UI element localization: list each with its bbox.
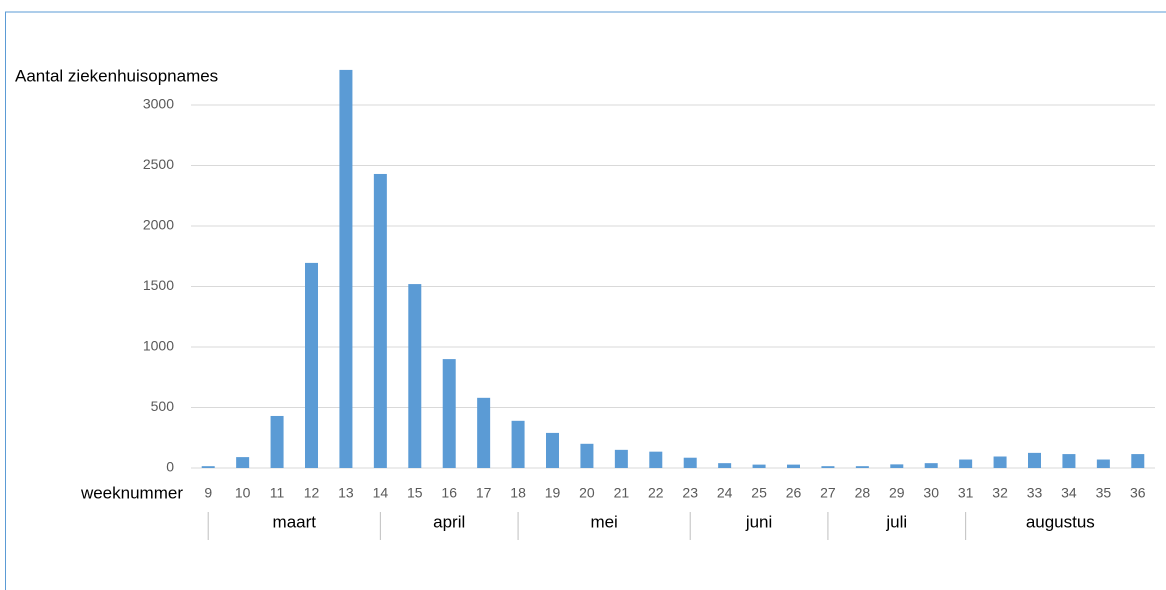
y-tick-label: 2000	[143, 217, 174, 233]
bar	[752, 464, 766, 468]
bar	[924, 463, 938, 468]
x-tick-label: 33	[1027, 485, 1043, 501]
x-tick-label: 26	[786, 485, 802, 501]
bar	[442, 359, 456, 468]
x-tick-label: 12	[304, 485, 320, 501]
x-tick-label: 16	[441, 485, 457, 501]
month-label: maart	[273, 512, 317, 531]
bar	[1131, 454, 1145, 468]
y-tick-label: 2500	[143, 156, 174, 172]
bar	[855, 466, 869, 468]
month-label: april	[433, 512, 465, 531]
bar	[890, 464, 904, 468]
month-label: juni	[745, 512, 772, 531]
x-tick-label: 20	[579, 485, 595, 501]
x-tick-label: 31	[958, 485, 974, 501]
y-tick-label: 1500	[143, 277, 174, 293]
bar	[546, 432, 559, 468]
x-tick-label: 23	[682, 485, 698, 501]
bar	[408, 284, 422, 468]
x-tick-label: 18	[510, 485, 526, 501]
bar	[1028, 452, 1041, 468]
bar	[477, 397, 491, 468]
bar	[201, 466, 215, 468]
y-tick-label: 3000	[143, 96, 174, 112]
bar	[1062, 454, 1076, 468]
month-label: augustus	[1026, 512, 1095, 531]
bar	[236, 457, 250, 468]
month-label: mei	[590, 512, 617, 531]
x-tick-label: 24	[717, 485, 733, 501]
bar	[305, 262, 318, 468]
bar	[683, 457, 697, 468]
bar	[270, 415, 284, 468]
bar	[993, 456, 1007, 468]
bar	[339, 69, 353, 468]
x-tick-label: 30	[923, 485, 939, 501]
bar	[787, 464, 800, 468]
x-tick-label: 34	[1061, 485, 1077, 501]
x-tick-label: 27	[820, 485, 836, 501]
y-axis-label: Aantal ziekenhuisopnames	[15, 66, 218, 85]
x-tick-label: 25	[751, 485, 767, 501]
x-tick-label: 22	[648, 485, 664, 501]
x-tick-label: 21	[614, 485, 630, 501]
x-axis-label: weeknummer	[80, 483, 183, 502]
bar	[511, 420, 525, 468]
y-tick-label: 1000	[143, 338, 174, 354]
bar	[959, 459, 973, 468]
y-tick-label: 500	[151, 398, 175, 414]
bar	[649, 451, 663, 468]
x-tick-label: 10	[235, 485, 251, 501]
x-tick-label: 9	[204, 485, 212, 501]
x-tick-label: 13	[338, 485, 354, 501]
bar	[614, 449, 628, 468]
x-tick-label: 29	[889, 485, 905, 501]
month-label: juli	[885, 512, 907, 531]
x-tick-label: 28	[855, 485, 871, 501]
x-tick-label: 11	[270, 485, 285, 501]
bar	[821, 466, 835, 468]
bar	[373, 173, 387, 468]
x-tick-label: 14	[373, 485, 389, 501]
x-tick-label: 17	[476, 485, 492, 501]
x-tick-label: 15	[407, 485, 423, 501]
x-tick-label: 35	[1096, 485, 1112, 501]
bar	[1096, 459, 1110, 468]
y-tick-label: 0	[166, 459, 174, 475]
x-tick-label: 19	[545, 485, 561, 501]
bar	[718, 463, 732, 468]
x-tick-label: 32	[992, 485, 1008, 501]
bar	[580, 443, 594, 468]
x-tick-label: 36	[1130, 485, 1146, 501]
